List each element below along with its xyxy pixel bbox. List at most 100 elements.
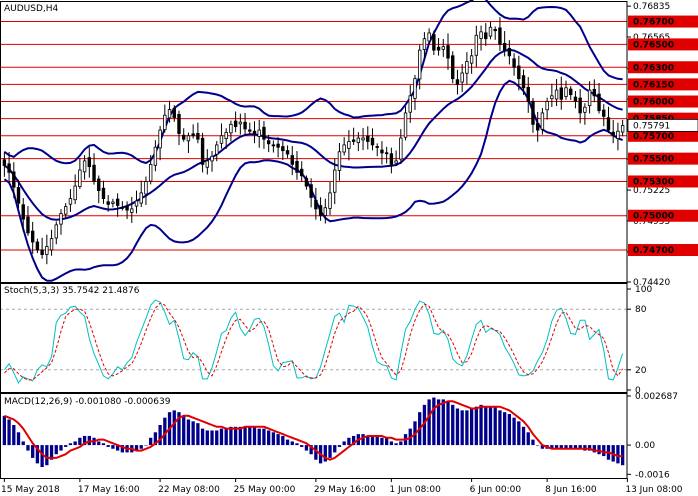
candle: [578, 88, 582, 124]
macd-histogram-bar: [512, 417, 516, 446]
candle-body: [347, 141, 351, 149]
candle-body: [550, 95, 554, 100]
candle: [177, 110, 181, 146]
candle-body: [257, 129, 261, 137]
macd-histogram-bar: [554, 445, 559, 449]
candle-body: [12, 171, 16, 188]
candle: [366, 126, 370, 150]
candle-body: [290, 155, 294, 165]
candle-body: [158, 129, 162, 149]
candle-body: [210, 155, 214, 162]
candle: [64, 203, 68, 219]
price-panel: AUDUSD,H40.768350.765650.762900.760200.7…: [0, 0, 698, 288]
candle-body: [399, 137, 403, 160]
candle-body: [200, 137, 205, 165]
level-label-box: [628, 175, 698, 188]
candle: [304, 175, 309, 190]
candle: [521, 69, 526, 95]
candle-body: [540, 112, 545, 130]
stoch-y-tick-label: 0: [635, 386, 641, 396]
candle: [68, 189, 73, 212]
candle: [285, 145, 290, 158]
candle: [163, 104, 167, 133]
candle-body: [573, 96, 578, 102]
candle: [26, 206, 30, 236]
macd-histogram-bar: [252, 426, 257, 446]
candle: [545, 97, 549, 120]
candle: [583, 103, 587, 125]
macd-histogram-bar: [111, 445, 115, 449]
candle: [172, 105, 176, 122]
candle-body: [130, 208, 134, 213]
macd-histogram-bar: [262, 428, 266, 446]
candle: [210, 150, 214, 172]
candle: [403, 106, 408, 141]
candle-body: [106, 201, 110, 205]
candle: [333, 158, 337, 205]
candle-body: [488, 26, 493, 37]
candle: [40, 237, 44, 259]
candle-body: [469, 55, 474, 64]
candle-body: [68, 198, 73, 205]
candle: [205, 149, 210, 175]
candle: [21, 198, 25, 232]
macd-histogram-bar: [35, 445, 40, 464]
level-label: 0.75000: [633, 212, 674, 222]
macd-histogram-bar: [361, 434, 365, 446]
level-label-box: [628, 38, 698, 51]
candle-body: [389, 153, 394, 165]
y-tick-label: 0.74955: [633, 217, 670, 227]
candle-body: [148, 163, 153, 182]
candle: [540, 107, 545, 135]
level-label: 0.76000: [633, 98, 674, 108]
macd-histogram-bar: [224, 428, 228, 446]
stoch-y-tick-label: 80: [635, 305, 647, 315]
macd-histogram-bar: [196, 423, 200, 446]
candle-body: [521, 75, 526, 89]
stoch-main-line: [4, 299, 624, 384]
candle-body: [64, 206, 68, 215]
macd-histogram-bar: [479, 404, 483, 446]
macd-histogram-bar: [347, 437, 351, 446]
candle: [59, 209, 63, 235]
candle-body: [35, 241, 40, 251]
macd-histogram-bar: [149, 437, 153, 446]
level-label-box: [628, 244, 698, 257]
candle: [512, 53, 516, 76]
candle: [602, 104, 606, 127]
candle-body: [427, 32, 431, 42]
macd-histogram-bar: [592, 445, 596, 453]
macd-histogram-bar: [45, 445, 49, 466]
candle: [73, 174, 77, 205]
macd-histogram-bar: [101, 443, 106, 446]
candle: [130, 197, 134, 223]
candle-body: [602, 109, 606, 117]
candle-body: [620, 125, 625, 133]
candle: [493, 26, 497, 40]
candle-body: [455, 79, 460, 85]
macd-panel: MACD(12,26,9) -0.001080 -0.000639 0.00268…: [2, 392, 678, 480]
panel-frame: [0, 393, 628, 479]
candle-body: [2, 159, 7, 166]
candle: [427, 28, 431, 44]
y-tick-label: 0.74420: [633, 278, 670, 288]
candle: [158, 125, 162, 161]
macd-histogram-bar: [474, 406, 478, 446]
candle: [531, 97, 535, 133]
candle: [559, 76, 563, 110]
macd-histogram-bar: [540, 445, 545, 449]
candle-body: [304, 177, 309, 187]
candle-body: [26, 216, 30, 234]
candle-body: [474, 34, 479, 56]
candle-body: [101, 187, 106, 200]
macd-histogram-bar: [304, 445, 309, 451]
candle-body: [215, 144, 219, 155]
candle: [120, 201, 125, 211]
candle: [370, 128, 375, 151]
candle: [252, 121, 257, 144]
macd-histogram-bar: [333, 445, 337, 453]
candle-body: [285, 150, 290, 155]
x-tick-label: 22 May 08:00: [158, 485, 220, 495]
candle-body: [441, 46, 445, 50]
candle-body: [139, 192, 143, 204]
